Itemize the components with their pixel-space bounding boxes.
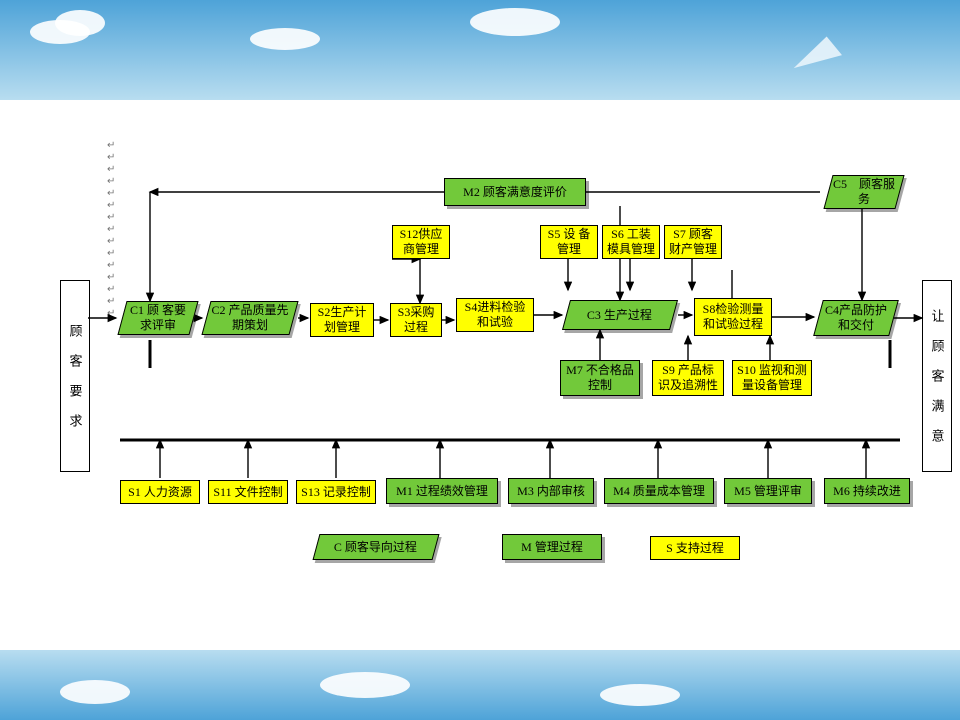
node-LC: C 顾客导向过程 [313,534,440,560]
node-S10: S10 监视和测量设备管理 [732,360,812,396]
node-S7: S7 顾客财产管理 [664,225,722,259]
node-S5: S5 设 备管理 [540,225,598,259]
node-M1: M1 过程绩效管理 [386,478,498,504]
node-S12: S12供应商管理 [392,225,450,259]
node-C5: C5 顾客服务 [823,175,904,209]
node-S4: S4进料检验和试验 [456,298,534,332]
node-S1: S1 人力资源 [120,480,200,504]
node-C3: C3 生产过程 [562,300,678,330]
node-M6: M6 持续改进 [824,478,910,504]
node-S13: S13 记录控制 [296,480,376,504]
side-right: 让 顾 客 满 意 [922,280,952,472]
node-C2: C2 产品质量先期策划 [201,301,298,335]
node-S3: S3采购过程 [390,303,442,337]
node-LS: S 支持过程 [650,536,740,560]
side-left: 顾 客 要 求 [60,280,90,472]
node-LM: M 管理过程 [502,534,602,560]
node-C1: C1 顾 客要求评审 [117,301,198,335]
node-M3: M3 内部审核 [508,478,594,504]
node-S6: S6 工装模具管理 [602,225,660,259]
node-M7: M7 不合格品控制 [560,360,640,396]
node-M5: M5 管理评审 [724,478,812,504]
node-S8: S8检验测量和试验过程 [694,298,772,336]
diagram-stage: ↵↵↵↵↵↵↵↵↵↵↵↵↵↵↵ 顾 客 要 求 让 顾 客 满 意 M2 顾客满… [0,0,960,720]
node-S11: S11 文件控制 [208,480,288,504]
arrows-layer [0,0,960,720]
node-S2: S2生产计划管理 [310,303,374,337]
doc-markers: ↵↵↵↵↵↵↵↵↵↵↵↵↵↵↵ [107,140,115,320]
node-M4: M4 质量成本管理 [604,478,714,504]
node-C4: C4产品防护和交付 [813,300,899,336]
node-S9: S9 产品标识及追溯性 [652,360,724,396]
node-M2: M2 顾客满意度评价 [444,178,586,206]
